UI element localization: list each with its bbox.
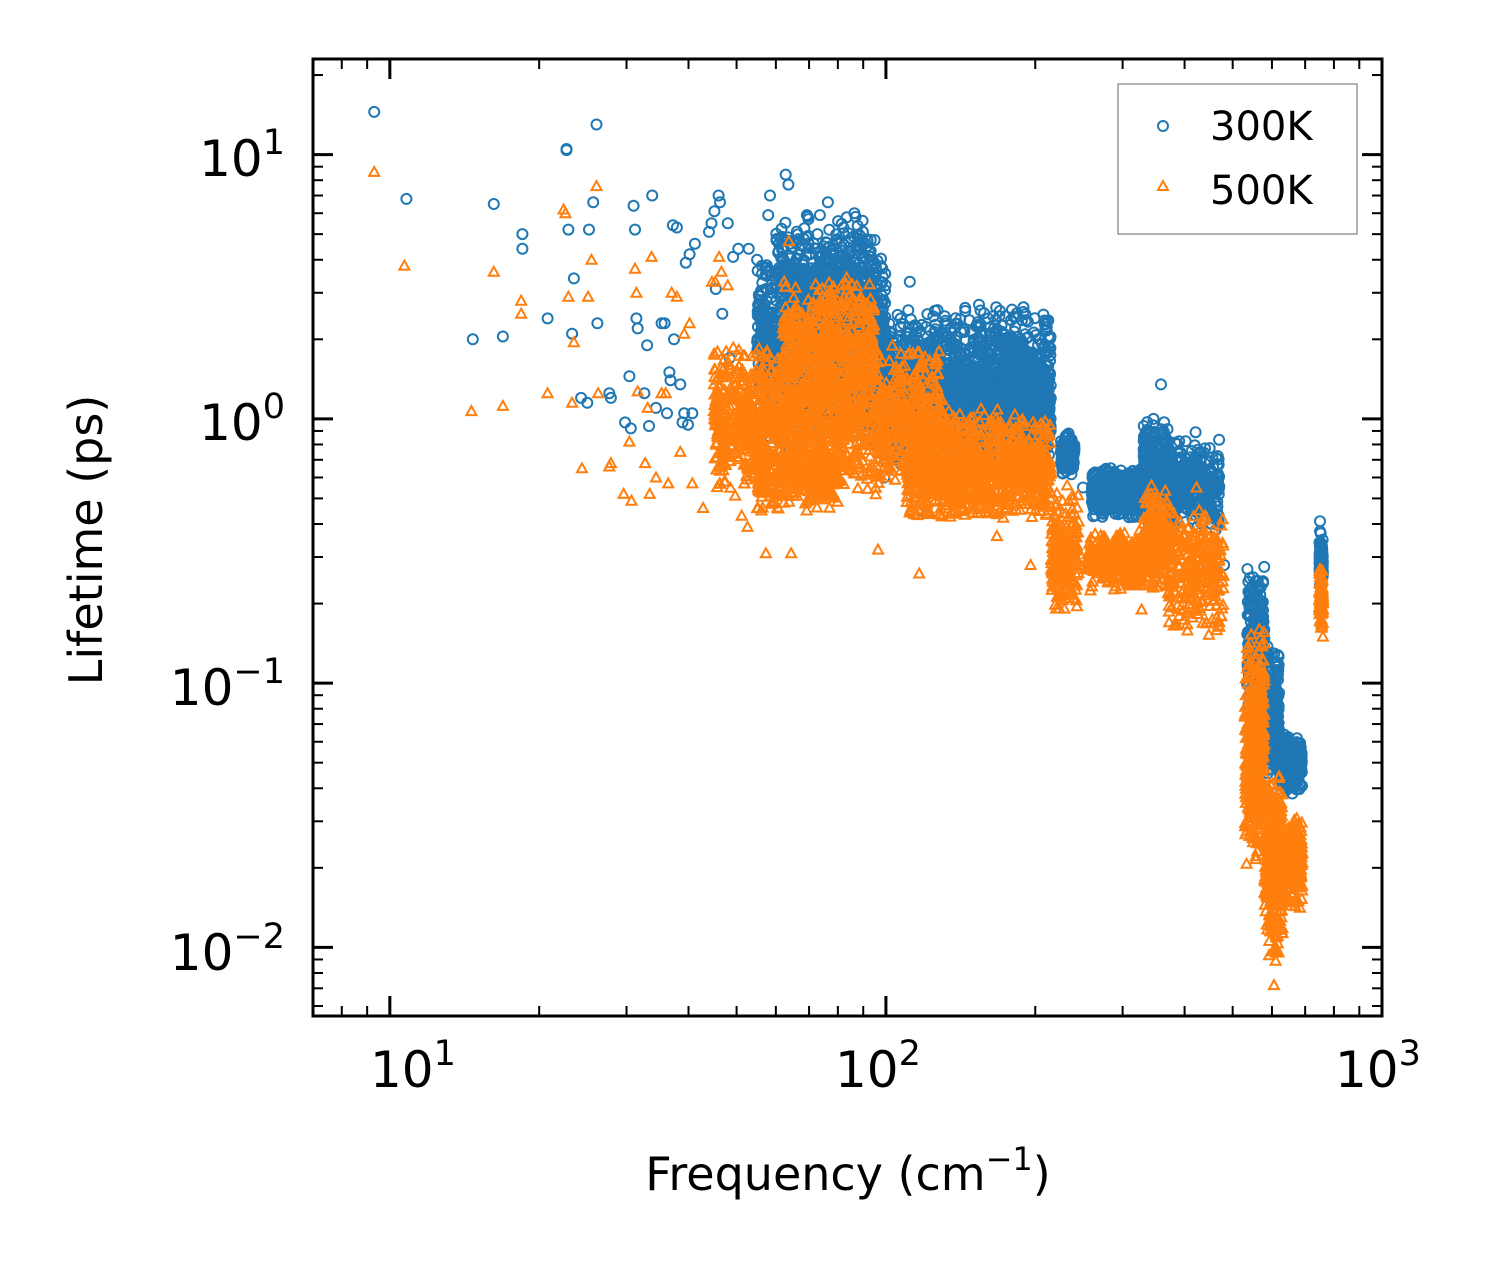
data-points (367, 105, 1330, 991)
point-300k (751, 320, 764, 333)
